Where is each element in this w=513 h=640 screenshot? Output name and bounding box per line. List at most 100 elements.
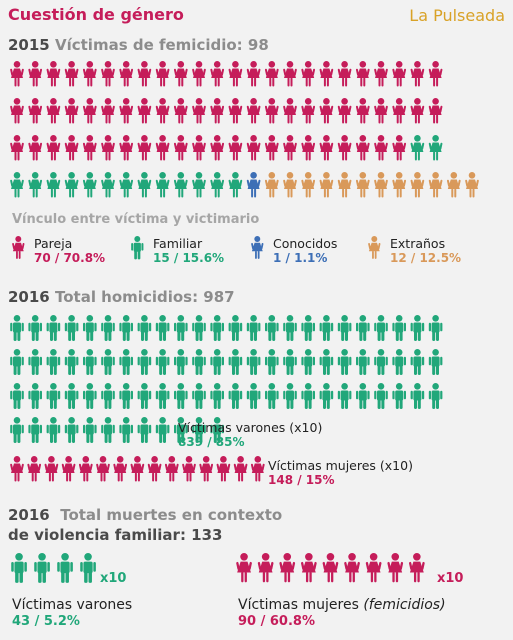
section3-title-1: Total muertes en contexto	[60, 506, 283, 524]
homicide-man-icon	[337, 349, 352, 375]
homicide-man-icon	[10, 315, 24, 341]
section3-women-value: 90 / 60.8%	[238, 614, 315, 629]
femicide-icon	[264, 98, 279, 124]
femicide-icon	[46, 172, 61, 198]
homicide-man-icon	[83, 349, 97, 375]
homicide-man-icon	[174, 417, 188, 443]
homicide-man-icon	[356, 383, 370, 409]
homicide-man-icon	[137, 383, 152, 409]
femicide-icon	[28, 172, 43, 198]
homicide-man-icon	[192, 417, 206, 443]
homicide-man-icon	[137, 417, 152, 443]
homicide-man-icon	[174, 315, 188, 341]
homicide-man-icon	[374, 383, 388, 409]
femicide-icon	[392, 61, 407, 87]
section1-title: Víctimas de femicidio: 98	[54, 36, 269, 54]
femicide-icon	[264, 61, 279, 87]
homicide-man-icon	[83, 417, 97, 443]
homicide-man-icon	[119, 315, 133, 341]
homicide-man-icon	[428, 349, 443, 375]
femicide-icon	[137, 135, 152, 161]
homicide-woman-icon	[233, 456, 248, 482]
femicide-icon	[337, 172, 352, 198]
homicide-man-icon	[210, 417, 224, 443]
femicide-icon	[283, 61, 297, 87]
section2-title: Total homicidios: 987	[54, 288, 235, 306]
legend-conocidos-label: Conocidos	[273, 236, 338, 251]
femicide-icon	[173, 61, 188, 87]
femicide-icon	[428, 61, 443, 87]
homicide-man-icon	[155, 417, 170, 443]
homicide-man-icon	[283, 383, 297, 409]
family-violence-woman-icon	[344, 553, 360, 583]
homicide-man-icon	[356, 315, 370, 341]
femicide-icon	[119, 98, 134, 124]
section3-men-multiplier: x10	[100, 571, 127, 586]
homicide-man-icon	[428, 315, 443, 341]
femicide-icon	[46, 135, 61, 161]
homicide-man-icon	[356, 349, 370, 375]
homicide-man-icon	[46, 417, 61, 443]
femicide-icon	[10, 172, 24, 198]
homicide-man-icon	[137, 349, 152, 375]
femicide-icon	[155, 98, 170, 124]
femicide-icon	[64, 135, 79, 161]
femicide-icon	[283, 172, 297, 198]
femicide-icon	[410, 98, 425, 124]
femicide-icon	[374, 98, 388, 124]
femicide-icon	[155, 172, 170, 198]
femicide-icon	[374, 135, 388, 161]
femicide-icon	[192, 98, 206, 124]
femicide-icon	[428, 98, 443, 124]
homicide-man-icon	[337, 315, 352, 341]
femicide-icon	[10, 61, 24, 87]
section2-men-label: Víctimas varones (x10)	[178, 420, 323, 435]
femicide-icon	[192, 135, 206, 161]
homicide-man-icon	[174, 383, 188, 409]
femicide-icon	[46, 98, 61, 124]
femicide-icon	[301, 61, 316, 87]
homicide-woman-icon	[147, 456, 162, 482]
page-title: Cuestión de género	[8, 5, 184, 24]
homicide-man-icon	[265, 315, 279, 341]
homicide-man-icon	[283, 349, 297, 375]
section2-year: 2016	[8, 288, 50, 306]
femicide-icon	[228, 98, 243, 124]
homicide-man-icon	[174, 349, 188, 375]
femicide-icon	[101, 98, 115, 124]
homicide-man-icon	[64, 417, 79, 443]
femicide-icon	[137, 61, 152, 87]
homicide-man-icon	[155, 349, 170, 375]
femicide-icon	[392, 172, 407, 198]
section3-women-label: Víctimas mujeres (femicidios)	[238, 597, 446, 613]
legend-conocidos-icon	[251, 236, 264, 259]
homicide-man-icon	[319, 315, 334, 341]
homicide-man-icon	[64, 349, 79, 375]
femicide-icon	[465, 172, 479, 198]
homicide-man-icon	[392, 349, 406, 375]
femicide-icon	[301, 98, 316, 124]
homicide-man-icon	[83, 315, 97, 341]
legend-pareja-icon	[12, 236, 25, 259]
femicide-icon	[101, 61, 115, 87]
femicide-icon	[374, 61, 388, 87]
homicide-man-icon	[319, 383, 334, 409]
homicide-man-icon	[137, 315, 152, 341]
femicide-icon	[337, 61, 352, 87]
section3-women-label-em: (femicidios)	[363, 597, 446, 613]
femicide-icon	[28, 61, 43, 87]
femicide-icon	[101, 172, 115, 198]
section3-heading-line2: de violencia familiar: 133	[8, 526, 223, 544]
homicide-man-icon	[155, 383, 170, 409]
homicide-man-icon	[228, 315, 243, 341]
femicide-icon	[319, 61, 334, 87]
femicide-icon	[119, 61, 134, 87]
femicide-icon	[137, 172, 152, 198]
femicide-icon	[319, 98, 334, 124]
femicide-icon	[64, 61, 79, 87]
homicide-woman-icon	[27, 456, 42, 482]
homicide-woman-icon	[130, 456, 145, 482]
femicide-icon	[246, 135, 261, 161]
legend-extranos-value: 12 / 12.5%	[390, 251, 462, 265]
